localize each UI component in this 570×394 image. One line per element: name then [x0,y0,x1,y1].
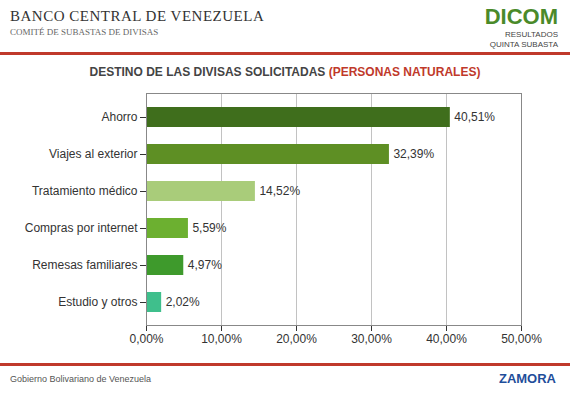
html-text:RESULTADOS: RESULTADOS [505,30,558,39]
html-text:ZAMORA: ZAMORA [499,371,556,386]
svg-text:32,39%: 32,39% [393,147,434,161]
svg-text:20,00%: 20,00% [276,332,317,346]
svg-text:50,00%: 50,00% [501,332,542,346]
svg-text:Remesas familiares: Remesas familiares [32,258,137,272]
html-text:DICOM: DICOM [484,4,558,29]
svg-text:40,51%: 40,51% [454,110,495,124]
svg-text:5,59%: 5,59% [192,221,226,235]
svg-text:Tratamiento médico: Tratamiento médico [32,184,138,198]
svg-text:40,00%: 40,00% [426,332,467,346]
svg-text:14,52%: 14,52% [259,184,300,198]
svg-text:Compras por internet: Compras por internet [25,221,138,235]
svg-text:4,97%: 4,97% [188,258,222,272]
svg-text:2,02%: 2,02% [166,295,200,309]
svg-text:Ahorro: Ahorro [101,110,137,124]
html-text:COMITÉ DE SUBASTAS DE DIVISAS: COMITÉ DE SUBASTAS DE DIVISAS [10,27,159,37]
html-text:DESTINO DE LAS DIVISAS SOLICIT: DESTINO DE LAS DIVISAS SOLICITADAS (PERS… [89,65,481,79]
svg-text:Estudio y otros: Estudio y otros [58,295,137,309]
html-text:QUINTA SUBASTA: QUINTA SUBASTA [489,40,558,49]
svg-text:0,00%: 0,00% [129,332,163,346]
html-text:BANCO CENTRAL DE VENEZUELA: BANCO CENTRAL DE VENEZUELA [10,8,265,24]
svg-text:10,00%: 10,00% [201,332,242,346]
svg-text:30,00%: 30,00% [351,332,392,346]
html-text:Gobierno Bolivariano de Venezu: Gobierno Bolivariano de Venezuela [10,374,152,384]
svg-text:Viajes al exterior: Viajes al exterior [49,147,138,161]
